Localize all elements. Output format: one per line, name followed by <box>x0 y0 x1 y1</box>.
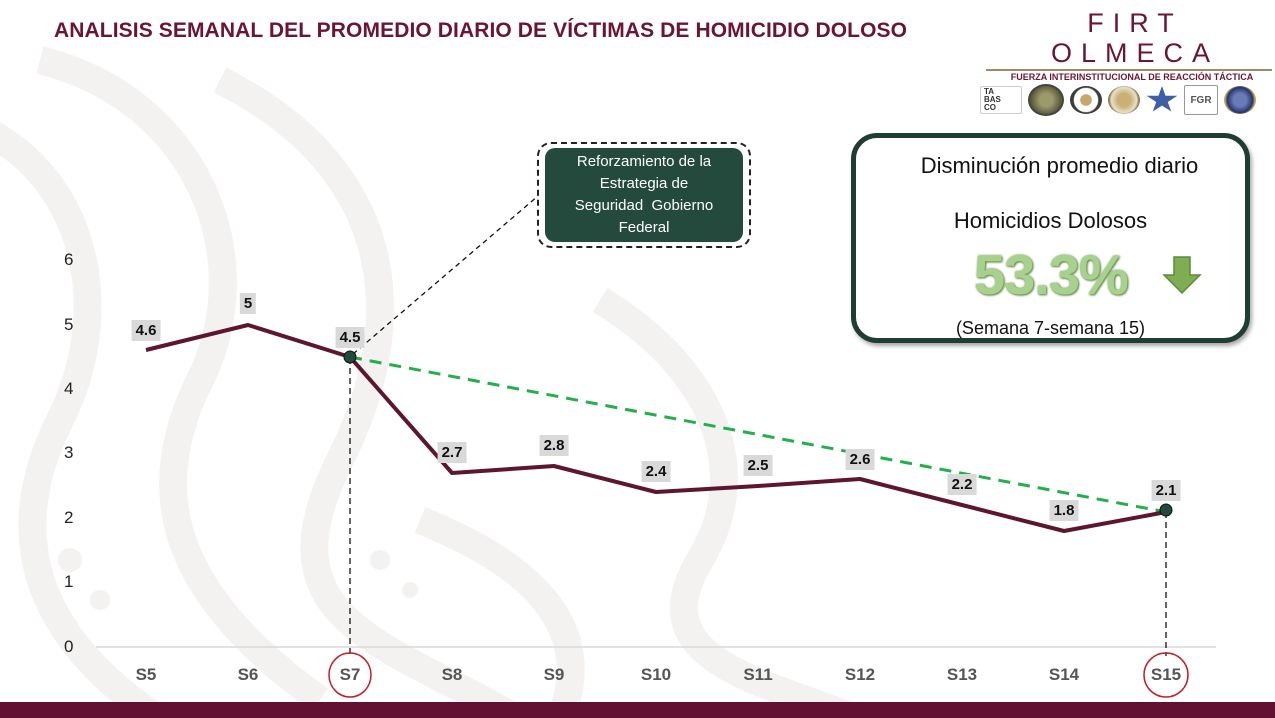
data-label-s15: 2.1 <box>1151 480 1181 501</box>
x-tick-s9: S9 <box>543 665 565 684</box>
x-tick-s14: S14 <box>1048 665 1080 684</box>
page-title: ANALISIS SEMANAL DEL PROMEDIO DIARIO DE … <box>54 19 908 42</box>
tabasco-text-2: BAS <box>984 95 1001 104</box>
kpi-title: Disminución promedio diario <box>920 153 1199 178</box>
y-tick-3: 3 <box>64 443 74 462</box>
tabasco-logo-icon: TA BAS CO <box>980 86 1022 114</box>
s7-highlight-circle <box>328 652 372 698</box>
x-tick-s6: S6 <box>237 665 259 684</box>
s15-highlight-circle <box>1143 652 1189 698</box>
brand-subtitle: FUERZA INTERINSTITUCIONAL DE REACCIÓN TÁ… <box>1010 72 1254 82</box>
s15-marker[interactable] <box>1159 503 1173 517</box>
series-line <box>145 323 1167 533</box>
data-label-s9: 2.8 <box>539 435 569 456</box>
brand-name: FIRT OLMECA <box>1050 8 1220 68</box>
brand-divider <box>986 69 1272 71</box>
tabasco-text-1: TA <box>984 87 995 96</box>
callout-line-3: Seguridad Gobierno <box>574 197 714 214</box>
logo-strip: TA BAS CO FGR <box>980 84 1272 116</box>
y-tick-4: 4 <box>64 379 74 398</box>
x-tick-s13: S13 <box>946 665 978 684</box>
callout-line-2: Estrategia de <box>599 175 689 192</box>
callout-dashed-border <box>537 142 751 248</box>
guardia-nacional-seal-icon <box>1108 86 1140 114</box>
trend-line <box>349 355 1167 514</box>
x-tick-s11: S11 <box>743 665 773 684</box>
ssp-seal-icon <box>1224 86 1256 114</box>
semar-seal-icon <box>1070 86 1102 114</box>
arrow-down-icon <box>1162 256 1202 295</box>
strategy-callout: Reforzamiento de la Estrategia de Seguri… <box>545 148 743 242</box>
sedena-seal-icon <box>1028 84 1064 116</box>
x-tick-s12: S12 <box>844 665 876 684</box>
x-tick-s7: S7 <box>339 665 361 684</box>
kpi-subtitle: Homicidios Dolosos <box>953 208 1148 233</box>
callout-line-4: Federal <box>618 219 670 236</box>
tabasco-text-3: CO <box>984 103 996 112</box>
kpi-card: Disminución promedio diario Homicidios D… <box>851 133 1250 343</box>
data-label-s11: 2.5 <box>743 455 773 476</box>
fgr-logo-icon: FGR <box>1184 85 1218 115</box>
y-tick-5: 5 <box>64 315 74 334</box>
kpi-range: (Semana 7-semana 15) <box>955 318 1146 338</box>
kpi-value: 53.3% <box>974 243 1129 306</box>
y-tick-0: 0 <box>64 637 74 656</box>
callout-leader-line <box>352 195 539 355</box>
data-label-s5: 4.6 <box>131 320 161 341</box>
data-label-s12: 2.6 <box>845 449 875 470</box>
y-tick-6: 6 <box>64 250 74 269</box>
data-label-s7: 4.5 <box>335 327 365 348</box>
x-tick-s15: S15 <box>1150 665 1182 684</box>
footer-bar <box>0 702 1275 718</box>
callout-line-1: Reforzamiento de la <box>576 153 712 170</box>
data-label-s10: 2.4 <box>641 461 671 482</box>
data-label-s14: 1.8 <box>1049 500 1079 521</box>
data-label-s6: 5 <box>239 293 257 314</box>
brand-block: FIRT OLMECA FUERZA INTERINSTITUCIONAL DE… <box>980 8 1272 116</box>
x-tick-s8: S8 <box>441 665 463 684</box>
s7-marker[interactable] <box>343 350 357 364</box>
x-tick-s10: S10 <box>640 665 672 684</box>
y-tick-2: 2 <box>64 508 74 527</box>
data-label-s8: 2.7 <box>437 442 467 463</box>
data-label-s13: 2.2 <box>947 474 977 495</box>
x-tick-s5: S5 <box>135 665 157 684</box>
y-tick-1: 1 <box>64 572 74 591</box>
